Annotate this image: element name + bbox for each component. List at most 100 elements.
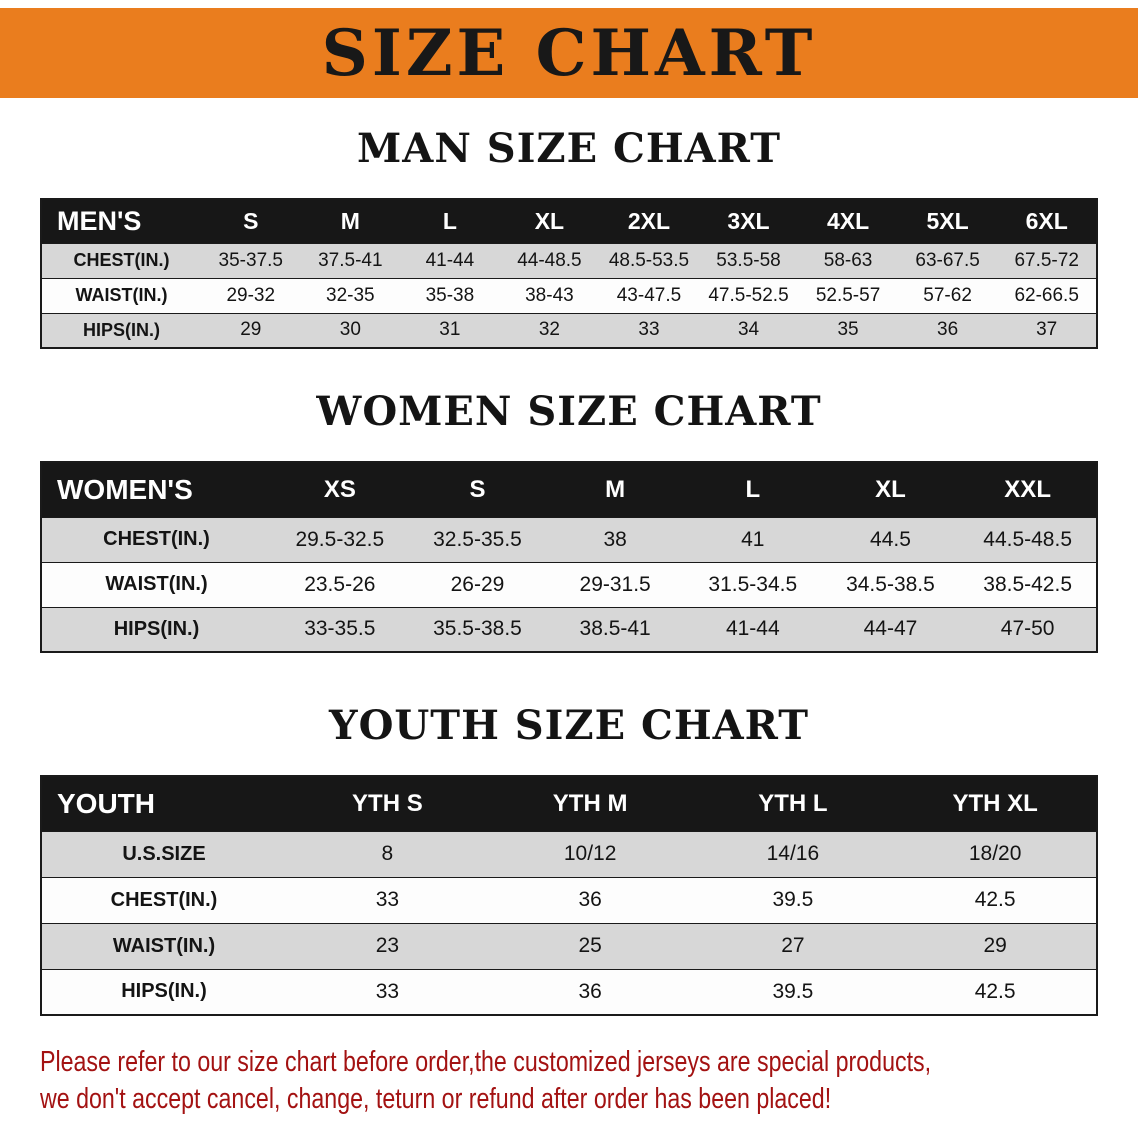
table-row: CHEST(IN.) 33 36 39.5 42.5	[41, 876, 1097, 923]
size-value-cell: 57-62	[897, 277, 998, 313]
row-label: HIPS(IN.)	[41, 968, 286, 1015]
size-column-header: XS	[271, 462, 409, 517]
size-chart-sections: MAN SIZE CHART MEN'S S M L XL 2XL 3XL 4XL 5XL 6XL C…	[0, 126, 1138, 1016]
size-value-cell: 62-66.5	[997, 277, 1097, 313]
table-row: HIPS(IN.) 33-35.5 35.5-38.5 38.5-41 41-44 44-…	[41, 606, 1097, 652]
size-column-header: M	[546, 462, 684, 517]
table-header-row: MEN'S S M L XL 2XL 3XL 4XL 5XL 6XL	[41, 199, 1097, 243]
section-men: MAN SIZE CHART MEN'S S M L XL 2XL 3XL 4XL 5XL 6XL C…	[0, 126, 1138, 349]
row-label: CHEST(IN.)	[41, 876, 286, 923]
size-value-cell: 34.5-38.5	[821, 561, 960, 607]
size-value-cell: 44-47	[821, 606, 960, 652]
table-row: HIPS(IN.) 33 36 39.5 42.5	[41, 968, 1097, 1015]
table-row: HIPS(IN.) 29 30 31 32 33 34 35 36 37	[41, 312, 1097, 348]
size-value-cell: 30	[300, 312, 401, 348]
size-column-header: L	[400, 199, 500, 243]
size-column-header: YTH XL	[894, 776, 1097, 831]
size-chart-page: SIZE CHART MAN SIZE CHART MEN'S S M L XL 2XL 3X…	[0, 8, 1138, 1118]
row-label: WAIST(IN.)	[41, 561, 271, 607]
size-column-header: YTH M	[488, 776, 692, 831]
size-value-cell: 26-29	[408, 561, 547, 607]
table-row: WAIST(IN.) 23 25 27 29	[41, 922, 1097, 969]
size-value-cell: 44-48.5	[499, 242, 600, 278]
size-column-header: XL	[499, 199, 600, 243]
row-label: U.S.SIZE	[41, 830, 286, 877]
size-column-header: XL	[821, 462, 960, 517]
size-value-cell: 42.5	[894, 876, 1097, 923]
size-value-cell: 63-67.5	[897, 242, 998, 278]
size-value-cell: 38	[546, 516, 684, 562]
size-value-cell: 48.5-53.5	[599, 242, 699, 278]
section-youth: YOUTH SIZE CHART YOUTH YTH S YTH M YTH L YTH …	[0, 703, 1138, 1016]
size-value-cell: 38-43	[499, 277, 600, 313]
size-value-cell: 67.5-72	[997, 242, 1097, 278]
size-value-cell: 39.5	[691, 968, 895, 1015]
men-size-table: MEN'S S M L XL 2XL 3XL 4XL 5XL 6XL CHEST(IN.) 35-37…	[40, 198, 1098, 349]
disclaimer-line-2: we don't accept cancel, change, teturn o…	[40, 1083, 832, 1115]
size-value-cell: 58-63	[798, 242, 898, 278]
size-value-cell: 35.5-38.5	[408, 606, 547, 652]
size-value-cell: 23.5-26	[271, 561, 409, 607]
row-label: WAIST(IN.)	[41, 277, 201, 313]
size-value-cell: 29	[894, 922, 1097, 969]
size-value-cell: 31.5-34.5	[683, 561, 822, 607]
size-value-cell: 29-32	[201, 277, 301, 313]
size-column-header: M	[300, 199, 401, 243]
size-value-cell: 44.5-48.5	[959, 516, 1097, 562]
size-value-cell: 47.5-52.5	[698, 277, 799, 313]
size-value-cell: 33-35.5	[271, 606, 409, 652]
table-title-cell: YOUTH	[41, 776, 286, 831]
women-section-heading: WOMEN SIZE CHART	[316, 388, 822, 435]
size-column-header: S	[408, 462, 547, 517]
size-value-cell: 10/12	[488, 830, 692, 877]
youth-size-table: YOUTH YTH S YTH M YTH L YTH XL U.S.SIZE 8 10/12…	[40, 775, 1098, 1016]
size-value-cell: 47-50	[959, 606, 1097, 652]
size-value-cell: 35-37.5	[201, 242, 301, 278]
size-value-cell: 35	[798, 312, 898, 348]
size-value-cell: 33	[286, 876, 489, 923]
section-women: WOMEN SIZE CHART WOMEN'S XS S M L XL XXL CHEST(I…	[0, 389, 1138, 653]
size-value-cell: 23	[286, 922, 489, 969]
size-value-cell: 53.5-58	[698, 242, 799, 278]
table-title-cell: WOMEN'S	[41, 462, 271, 517]
table-row: CHEST(IN.) 35-37.5 37.5-41 41-44 44-48.5 48.5…	[41, 242, 1097, 278]
size-column-header: XXL	[959, 462, 1097, 517]
size-column-header: 6XL	[997, 199, 1097, 243]
size-value-cell: 32.5-35.5	[408, 516, 547, 562]
row-label: HIPS(IN.)	[41, 312, 201, 348]
size-value-cell: 41-44	[683, 606, 822, 652]
size-value-cell: 36	[488, 968, 692, 1015]
men-section-heading: MAN SIZE CHART	[357, 125, 781, 172]
size-value-cell: 35-38	[400, 277, 500, 313]
table-row: WAIST(IN.) 23.5-26 26-29 29-31.5 31.5-34.5 34…	[41, 561, 1097, 607]
size-value-cell: 43-47.5	[599, 277, 699, 313]
size-value-cell: 34	[698, 312, 799, 348]
size-value-cell: 32	[499, 312, 600, 348]
size-column-header: YTH S	[286, 776, 489, 831]
size-value-cell: 41-44	[400, 242, 500, 278]
banner: SIZE CHART	[0, 8, 1138, 98]
size-value-cell: 33	[286, 968, 489, 1015]
size-value-cell: 38.5-41	[546, 606, 684, 652]
size-value-cell: 27	[691, 922, 895, 969]
size-value-cell: 31	[400, 312, 500, 348]
size-value-cell: 18/20	[894, 830, 1097, 877]
size-value-cell: 39.5	[691, 876, 895, 923]
size-value-cell: 29.5-32.5	[271, 516, 409, 562]
size-value-cell: 38.5-42.5	[959, 561, 1097, 607]
size-value-cell: 29	[201, 312, 301, 348]
table-row: U.S.SIZE 8 10/12 14/16 18/20	[41, 830, 1097, 877]
table-row: WAIST(IN.) 29-32 32-35 35-38 38-43 43-47.5 47.…	[41, 277, 1097, 313]
size-value-cell: 32-35	[300, 277, 401, 313]
row-label: CHEST(IN.)	[41, 242, 201, 278]
size-value-cell: 36	[488, 876, 692, 923]
size-value-cell: 33	[599, 312, 699, 348]
table-title-cell: MEN'S	[41, 199, 201, 243]
disclaimer: Please refer to our size chart before or…	[40, 1044, 1138, 1118]
table-row: CHEST(IN.) 29.5-32.5 32.5-35.5 38 41 44.5 44.5…	[41, 516, 1097, 562]
size-column-header: 2XL	[599, 199, 699, 243]
size-value-cell: 36	[897, 312, 998, 348]
size-column-header: L	[683, 462, 822, 517]
size-column-header: 3XL	[698, 199, 799, 243]
size-value-cell: 37	[997, 312, 1097, 348]
